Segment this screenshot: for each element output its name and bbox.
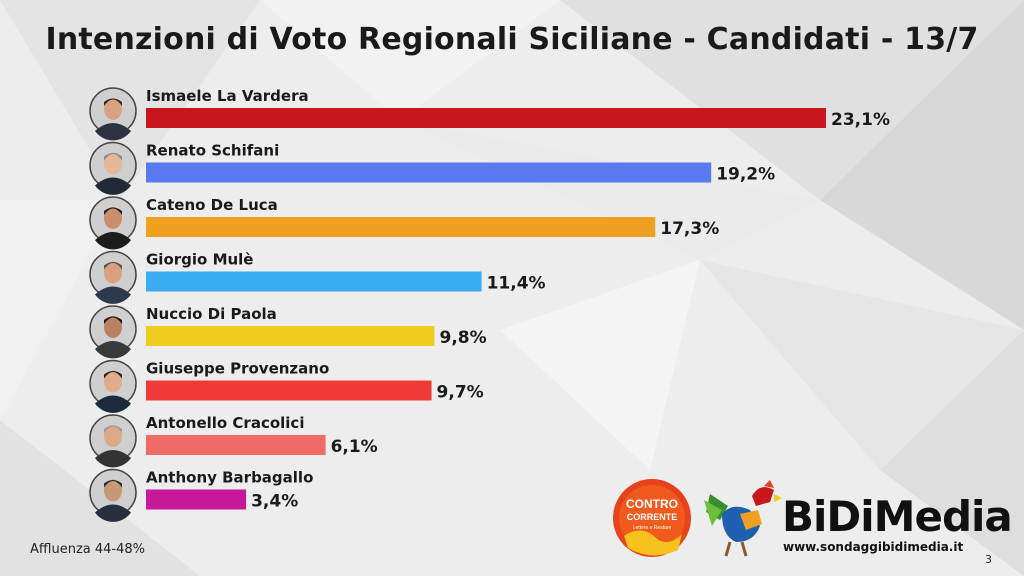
controcorrente-logo: CONTRO CORRENTE Lettere e Restare [613, 479, 691, 557]
candidate-label: Renato Schifani [146, 142, 279, 160]
candidate-label: Anthony Barbagallo [146, 469, 313, 487]
candidate-avatar [89, 141, 137, 195]
corrente-text: CORRENTE [627, 512, 678, 522]
candidate-avatar [89, 196, 137, 250]
candidate-avatar [89, 468, 137, 522]
candidate-label: Antonello Cracolici [146, 414, 304, 432]
candidate-avatar [89, 414, 137, 468]
bar [146, 380, 432, 401]
bidimedia-brand: BiDiMedia [782, 492, 1013, 541]
value-label: 11,4% [487, 274, 546, 294]
turnout-note: Affluenza 44-48% [30, 542, 145, 557]
candidate-avatar [89, 305, 137, 359]
candidate-label: Cateno De Luca [146, 196, 278, 214]
value-label: 3,4% [251, 492, 298, 512]
candidate-avatar [89, 359, 137, 413]
bar [146, 271, 482, 292]
candidate-label: Giorgio Mulè [146, 251, 253, 269]
value-label: 9,8% [439, 328, 486, 348]
page-number: 3 [985, 553, 992, 566]
bidimedia-rooster-icon [704, 480, 782, 557]
bar [146, 489, 247, 510]
contro-subtext: Lettere e Restare [633, 525, 672, 531]
candidate-label: Nuccio Di Paola [146, 305, 277, 323]
value-label: 9,7% [437, 383, 484, 403]
value-label: 6,1% [331, 437, 378, 457]
bar [146, 435, 326, 455]
contro-text: CONTRO [626, 497, 678, 511]
bar [146, 326, 435, 346]
value-label: 23,1% [831, 110, 890, 130]
candidate-avatar [89, 87, 137, 141]
candidate-label: Ismaele La Vardera [146, 87, 309, 105]
candidate-label: Giuseppe Provenzano [146, 360, 329, 378]
value-label: 19,2% [716, 165, 775, 185]
value-label: 17,3% [660, 219, 719, 239]
candidate-avatar [89, 250, 137, 304]
bar [146, 217, 656, 237]
chart-title: Intenzioni di Voto Regionali Siciliane -… [45, 22, 979, 57]
bar [146, 162, 712, 183]
bidimedia-url[interactable]: www.sondaggibidimedia.it [783, 540, 964, 554]
bar [146, 108, 826, 128]
